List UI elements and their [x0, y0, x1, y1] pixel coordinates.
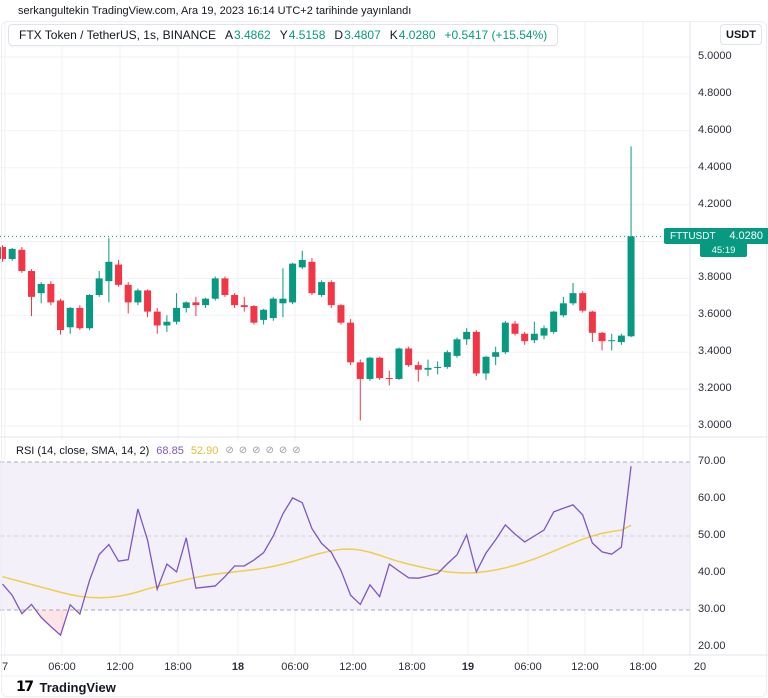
time-tick-label: 18:00 — [164, 661, 192, 673]
hidden-series-icon[interactable]: ⊘ — [252, 445, 261, 456]
time-tick-label: 20 — [693, 661, 707, 673]
hidden-series-icon[interactable]: ⊘ — [265, 445, 274, 456]
price-tick-label: 4.6000 — [698, 123, 732, 136]
rsi-tick-label: 20.00 — [698, 640, 726, 652]
time-tick-label: 12:00 — [571, 661, 599, 673]
time-tick-label: 06:00 — [514, 661, 542, 673]
time-tick-label: 7 — [2, 661, 9, 673]
price-tick-label: 3.8000 — [698, 271, 732, 284]
tradingview-brand[interactable]: TradingView — [39, 679, 116, 695]
time-tick-label: 18:00 — [398, 661, 426, 673]
time-tick-label: 18:00 — [629, 661, 657, 673]
time-tick-label: 19 — [461, 661, 475, 673]
time-tick-label: 12:00 — [106, 661, 134, 673]
rsi-indicator-legend[interactable]: RSI (14, close, SMA, 14, 2) 68.85 52.90 … — [8, 441, 309, 460]
time-tick-label: 12:00 — [339, 661, 367, 673]
tradingview-logo-icon[interactable]: 17 — [16, 679, 34, 695]
price-tick-label: 3.0000 — [698, 419, 732, 431]
rsi-tick-label: 60.00 — [698, 492, 726, 504]
rsi-ma-value: 52.90 — [190, 444, 219, 457]
price-tick-label: 3.6000 — [698, 308, 732, 321]
ohlc-high: Y 4.5158 — [279, 28, 326, 42]
hidden-series-icon[interactable]: ⊘ — [225, 445, 234, 456]
price-tick-label: 3.4000 — [698, 345, 732, 358]
rsi-tick-label: 50.00 — [698, 529, 726, 541]
hidden-series-icon[interactable]: ⊘ — [238, 445, 248, 456]
price-tick-label: 4.2000 — [698, 197, 732, 210]
hidden-series-icon[interactable]: ⊘ — [292, 445, 301, 456]
ohlc-close: K 4.0280 — [389, 28, 436, 42]
rsi-tick-label: 30.00 — [698, 603, 726, 615]
rsi-value: 68.85 — [156, 444, 184, 457]
symbol-legend[interactable]: FTX Token / TetherUS, 1s, BINANCE A 3.486… — [8, 24, 559, 46]
price-tick-label: 4.8000 — [698, 86, 732, 99]
time-tick-label: 06:00 — [281, 661, 309, 673]
publish-info-bar: serkangultekin TradingView.com, Ara 19, … — [18, 5, 412, 17]
rsi-tick-label: 40.00 — [698, 566, 726, 578]
rsi-hidden-series-icons: ⊘ ⊘ ⊘ ⊘ ⊘ ⊘ — [225, 445, 300, 456]
badge-symbol: FTTUSDT — [670, 230, 716, 242]
rsi-title: RSI (14, close, SMA, 14, 2) — [16, 444, 150, 457]
ohlc-low: D 3.4807 — [334, 28, 381, 42]
price-tick-label: 4.4000 — [698, 160, 732, 173]
rsi-tick-label: 70.00 — [698, 455, 726, 467]
last-price-badge: FTTUSDT 4.0280 — [664, 228, 768, 244]
symbol-title: FTX Token / TetherUS, 1s, BINANCE — [19, 28, 216, 42]
price-tick-label: 3.2000 — [698, 382, 732, 395]
ohlc-open: A 3.4862 — [224, 28, 271, 42]
price-change: +0.5417 (+15.54%) — [444, 28, 548, 42]
badge-price: 4.0280 — [729, 230, 763, 242]
time-tick-label: 06:00 — [48, 661, 76, 673]
candle-countdown: 45:19 — [700, 244, 747, 257]
currency-toggle-button[interactable]: USDT — [720, 24, 762, 45]
hidden-series-icon[interactable]: ⊘ — [278, 445, 288, 456]
footer: 17 TradingView — [16, 679, 116, 695]
time-tick-label: 18 — [231, 661, 245, 673]
price-tick-label: 5.0000 — [698, 50, 732, 62]
